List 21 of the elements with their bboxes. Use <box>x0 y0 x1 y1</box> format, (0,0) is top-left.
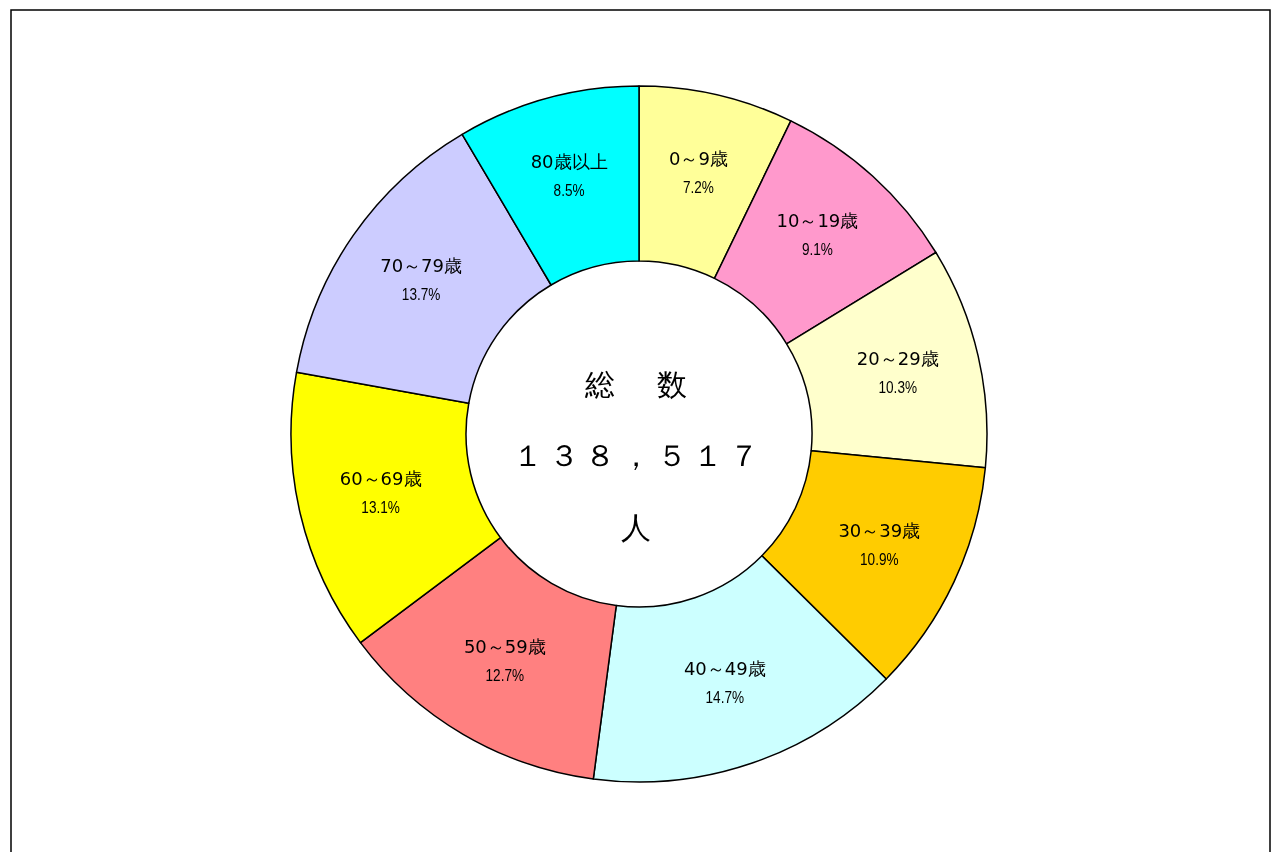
slice-label: 30～39歳 <box>838 519 921 541</box>
data-label: 13.1% <box>361 499 400 517</box>
data-label: 12.7% <box>485 667 525 685</box>
data-label: 10.3% <box>878 378 918 396</box>
slice-label: 0～9歳 <box>668 148 728 170</box>
data-label: 7.2% <box>682 179 714 197</box>
text: 人 <box>621 510 657 545</box>
data-label: 9.1% <box>801 241 833 259</box>
slice-label: 10～19歳 <box>776 210 859 232</box>
slice-label: 80歳以上 <box>530 150 608 172</box>
slice-label: 70～79歳 <box>380 255 463 277</box>
slice-label: 40～49歳 <box>683 658 766 680</box>
data-label: 13.7% <box>401 286 441 304</box>
slice-label: 20～29歳 <box>856 347 939 369</box>
data-label: 8.5% <box>553 181 585 200</box>
data-label: 14.7% <box>705 689 745 707</box>
text: 総 数 <box>584 367 693 402</box>
data-label: 10.9% <box>860 550 899 569</box>
text: １３８，５１７ <box>513 438 765 473</box>
slice-label: 50～59歳 <box>463 636 546 658</box>
slice-label: 60～69歳 <box>339 468 422 490</box>
